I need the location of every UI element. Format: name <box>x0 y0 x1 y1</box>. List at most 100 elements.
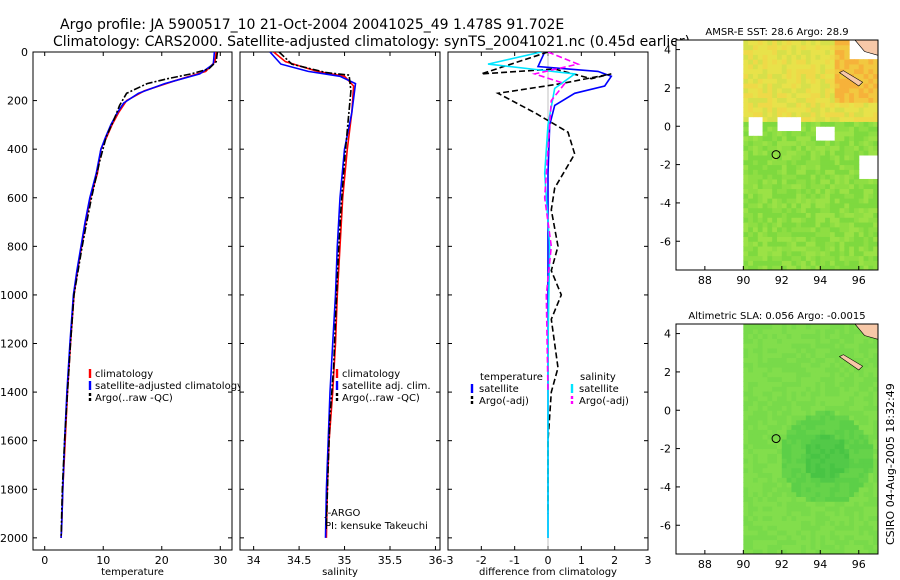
map-cell <box>805 496 812 502</box>
map-cell <box>844 429 850 435</box>
map-cell <box>868 486 874 493</box>
map-cell <box>743 97 749 103</box>
map-cell <box>786 534 792 541</box>
map-cell <box>873 202 879 209</box>
map-cell <box>748 97 754 103</box>
map-cell <box>858 87 865 94</box>
map-cell <box>849 155 855 161</box>
map-cell <box>825 544 831 550</box>
map-cell <box>791 458 797 464</box>
map-cell <box>820 44 826 51</box>
map-cell <box>791 236 797 242</box>
map-cell <box>748 549 754 555</box>
map-cell <box>772 429 778 435</box>
map-cell <box>801 352 807 359</box>
map-cell <box>743 371 749 378</box>
map-cell <box>834 434 841 440</box>
map-cell <box>825 510 831 517</box>
map-cell <box>748 63 754 70</box>
map-cell <box>829 419 836 426</box>
map-cell <box>839 174 845 180</box>
map-cell <box>743 405 749 411</box>
map-cell <box>748 135 754 142</box>
map-cell <box>853 391 860 397</box>
map-cell <box>743 73 749 79</box>
map-cell <box>825 486 831 493</box>
map-cell <box>829 111 836 118</box>
figure-title-line1: Argo profile: JA 5900517_10 21-Oct-2004 … <box>60 17 564 33</box>
y-tick-label: 1800 <box>0 483 28 496</box>
map-cell <box>757 328 764 335</box>
map-cell <box>786 376 792 382</box>
map-cell <box>772 78 778 84</box>
y-tick-label: -2 <box>660 159 671 172</box>
map-cell <box>757 68 764 75</box>
map-cell <box>839 212 845 218</box>
map-cell <box>825 83 831 89</box>
map-cell <box>791 405 797 411</box>
map-cell <box>791 49 797 55</box>
map-cell <box>796 520 802 526</box>
map-cell <box>873 212 879 218</box>
map-cell <box>752 260 759 266</box>
legend-entry: Argo(..raw -QC) <box>342 393 420 404</box>
map-cell <box>829 544 836 550</box>
map-cell <box>853 212 860 218</box>
map-cell <box>801 347 807 354</box>
map-cell <box>805 188 812 194</box>
legend-entry: Argo(..raw -QC) <box>95 393 173 404</box>
map-cell <box>839 530 845 536</box>
map-cell <box>815 367 821 373</box>
map-cell <box>820 510 826 517</box>
map-cell <box>858 386 865 392</box>
map-cell <box>801 102 807 108</box>
map-cell <box>801 126 807 132</box>
map-cell <box>839 333 845 339</box>
map-cell <box>844 193 850 199</box>
map-cell <box>815 97 821 103</box>
map-cell <box>863 352 869 359</box>
map-cell <box>839 78 845 84</box>
map-cell <box>868 443 874 450</box>
map-cell <box>777 510 783 517</box>
map-cell <box>839 371 845 378</box>
map-cell <box>762 467 768 474</box>
map-cell <box>743 54 749 60</box>
map-cell <box>767 59 773 65</box>
map-cell <box>858 376 865 382</box>
map-cell <box>849 198 855 204</box>
map-cell <box>752 410 759 416</box>
map-cell <box>849 135 855 142</box>
map-cell <box>762 49 768 55</box>
map-cell <box>801 477 807 483</box>
map-cell <box>801 472 807 478</box>
map-cell <box>853 140 860 146</box>
map-cell <box>757 544 764 550</box>
map-cell <box>805 97 812 103</box>
map-cell <box>829 530 836 536</box>
map-cell <box>844 116 850 122</box>
map-cell <box>853 458 860 464</box>
map-cell <box>873 59 879 65</box>
map-cell <box>873 477 879 483</box>
map-cell <box>743 231 749 237</box>
map-cell <box>858 198 865 204</box>
map-cell <box>757 198 764 204</box>
map-cell <box>801 107 807 113</box>
map-cell <box>805 107 812 113</box>
map-cell <box>762 92 768 98</box>
map-cell <box>743 116 749 122</box>
map-cell <box>868 534 874 541</box>
map-cell <box>786 510 792 517</box>
map-cell <box>762 352 768 359</box>
map-cell <box>748 367 754 373</box>
map-cell <box>757 49 764 55</box>
map-cell <box>853 246 860 252</box>
map-cell <box>873 255 879 261</box>
map-cell <box>786 59 792 65</box>
map-cell <box>796 102 802 108</box>
map-cell <box>868 87 874 94</box>
map-cell <box>829 169 836 175</box>
map-cell <box>752 324 759 330</box>
map-cell <box>777 477 783 483</box>
